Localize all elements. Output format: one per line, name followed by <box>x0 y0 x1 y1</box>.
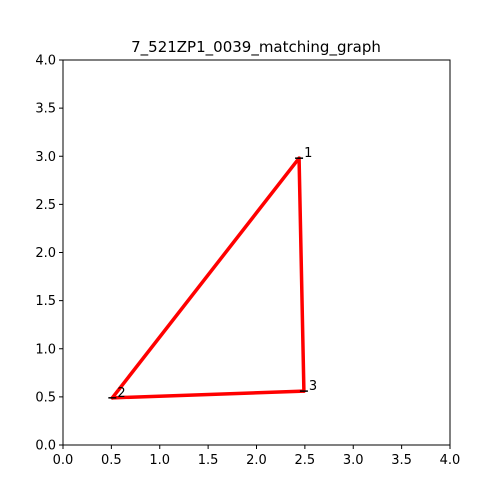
x-tick-label: 2.5 <box>295 453 316 468</box>
node-1-label: 1 <box>304 146 312 161</box>
y-tick-label: 1.5 <box>35 294 56 309</box>
y-tick-label: 0.0 <box>35 439 56 454</box>
node-2-label: 2 <box>117 386 125 401</box>
node-3-label: 3 <box>309 379 317 394</box>
y-tick-label: 1.0 <box>35 342 56 357</box>
x-axis-ticks: 0.0 0.5 1.0 1.5 2.0 2.5 3.0 3.5 4.0 <box>53 445 461 468</box>
nodes-layer: 1 2 3 <box>108 146 317 401</box>
x-tick-label: 3.5 <box>391 453 412 468</box>
x-tick-label: 1.0 <box>149 453 170 468</box>
y-tick-label: 3.5 <box>35 102 56 117</box>
x-tick-label: 3.0 <box>343 453 364 468</box>
x-tick-label: 4.0 <box>440 453 461 468</box>
edge-2-3 <box>110 389 306 400</box>
y-tick-label: 4.0 <box>35 54 56 69</box>
x-tick-label: 1.5 <box>198 453 219 468</box>
x-tick-label: 2.0 <box>246 453 267 468</box>
chart-title: 7_521ZP1_0039_matching_graph <box>131 38 381 57</box>
y-tick-label: 2.0 <box>35 246 56 261</box>
x-tick-label: 0.0 <box>53 453 74 468</box>
edge-1-2 <box>110 156 301 400</box>
y-tick-label: 2.5 <box>35 198 56 213</box>
y-axis-ticks: 0.0 0.5 1.0 1.5 2.0 2.5 3.0 3.5 4.0 <box>35 54 63 454</box>
edge-3-1 <box>297 156 306 393</box>
y-tick-label: 0.5 <box>35 390 56 405</box>
x-tick-label: 0.5 <box>101 453 122 468</box>
y-tick-label: 3.0 <box>35 150 56 165</box>
edges-layer <box>110 156 306 400</box>
